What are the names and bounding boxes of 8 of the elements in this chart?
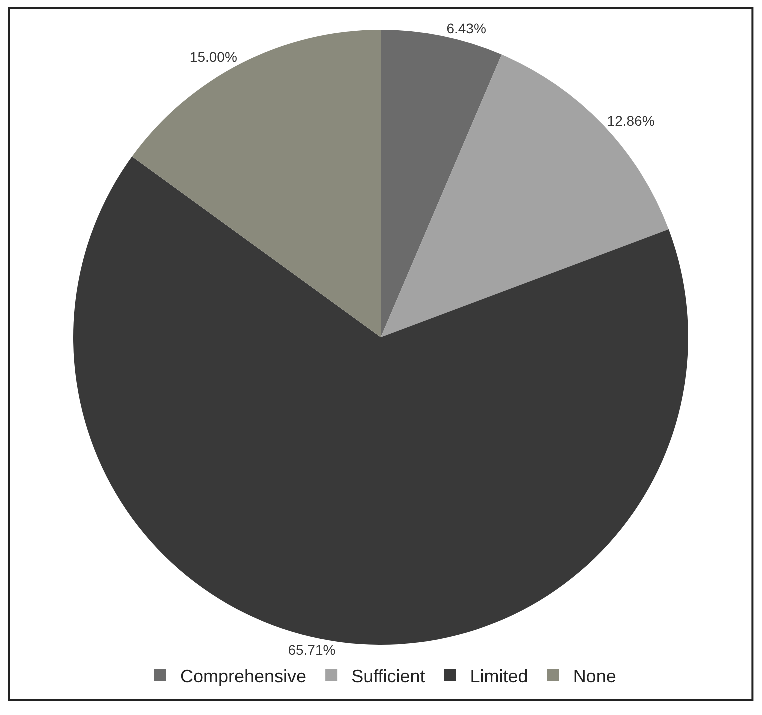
data-label: 65.71%	[288, 642, 336, 658]
legend-label: None	[573, 666, 616, 687]
legend-label: Comprehensive	[180, 666, 307, 687]
legend-label: Sufficient	[352, 666, 426, 687]
data-label: 6.43%	[446, 20, 486, 37]
legend-label: Limited	[470, 666, 528, 687]
data-label: 15.00%	[190, 49, 238, 66]
data-label: 12.86%	[607, 113, 655, 130]
